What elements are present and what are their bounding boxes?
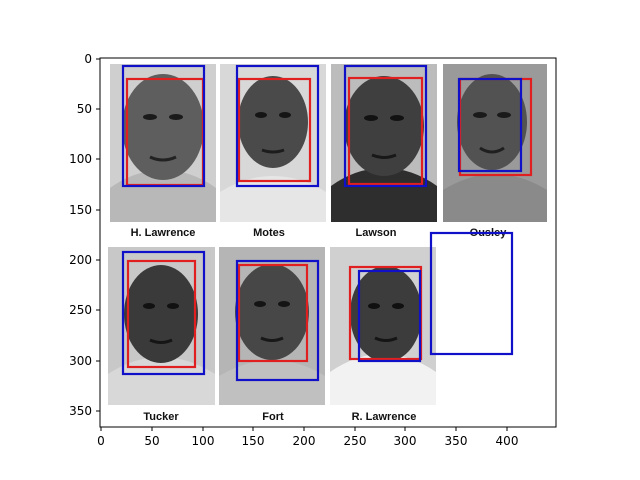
x-tick-label: 200 bbox=[293, 434, 316, 448]
photo-tile-lawson: Lawson bbox=[331, 64, 437, 239]
photo-caption: H. Lawrence bbox=[131, 227, 196, 239]
blue-box bbox=[121, 250, 206, 376]
photo-caption: Lawson bbox=[356, 227, 397, 239]
y-tick-label: 100 bbox=[69, 152, 92, 166]
x-tick-label: 400 bbox=[496, 434, 519, 448]
axes-frame bbox=[99, 57, 557, 428]
red-box bbox=[237, 77, 312, 183]
photo-tile-fort: Fort bbox=[219, 247, 325, 423]
x-tick-label: 0 bbox=[97, 434, 105, 448]
x-tick-label: 100 bbox=[192, 434, 215, 448]
blue-box bbox=[429, 231, 514, 356]
blue-box bbox=[343, 64, 428, 188]
x-axis: 0 50 100 150 200 250 300 350 400 bbox=[97, 427, 518, 448]
y-tick-label: 350 bbox=[69, 404, 92, 418]
photo-caption: R. Lawrence bbox=[352, 411, 417, 423]
x-tick-label: 300 bbox=[394, 434, 417, 448]
photo-caption: Tucker bbox=[143, 411, 179, 423]
y-tick-label: 250 bbox=[69, 303, 92, 317]
photo-caption: Fort bbox=[262, 411, 284, 423]
blue-box bbox=[357, 269, 422, 363]
photo-tile-tucker: Tucker bbox=[108, 247, 215, 423]
y-tick-label: 0 bbox=[84, 52, 92, 66]
x-tick-label: 250 bbox=[344, 434, 367, 448]
blue-box bbox=[235, 259, 320, 382]
photo-grid: H. Lawrence Motes Lawson bbox=[108, 64, 547, 423]
y-axis: 0 50 100 150 200 250 300 350 bbox=[69, 52, 100, 418]
photo-caption: Motes bbox=[253, 227, 285, 239]
red-box bbox=[347, 76, 424, 186]
x-tick-label: 50 bbox=[144, 434, 159, 448]
red-box bbox=[237, 263, 309, 363]
y-tick-label: 300 bbox=[69, 354, 92, 368]
x-tick-label: 150 bbox=[242, 434, 265, 448]
red-box bbox=[126, 259, 197, 369]
y-tick-label: 200 bbox=[69, 253, 92, 267]
blue-box bbox=[457, 77, 523, 173]
x-tick-label: 350 bbox=[445, 434, 468, 448]
blue-box bbox=[235, 64, 320, 188]
y-tick-label: 150 bbox=[69, 203, 92, 217]
photo-tile-r-lawrence: R. Lawrence bbox=[330, 247, 436, 423]
blue-box bbox=[121, 64, 206, 188]
y-tick-label: 50 bbox=[77, 102, 92, 116]
detection-boxes bbox=[121, 64, 533, 382]
